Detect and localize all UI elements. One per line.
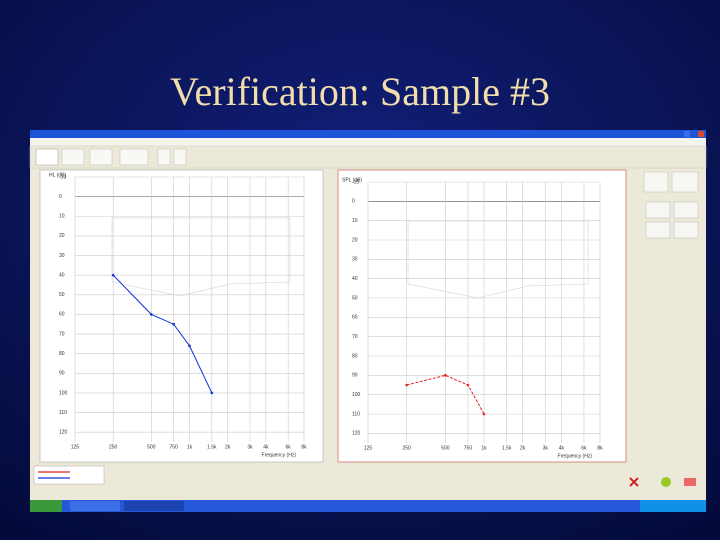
x-tick-label: 1k bbox=[187, 444, 193, 450]
y-tick-label: 90 bbox=[352, 373, 358, 379]
y-tick-label: 30 bbox=[352, 257, 358, 263]
x-tick-label: 3k bbox=[247, 444, 253, 450]
menu-bar bbox=[30, 138, 706, 146]
data-point bbox=[482, 412, 486, 416]
y-tick-label: 100 bbox=[352, 392, 361, 398]
x-tick-label: 500 bbox=[147, 444, 156, 450]
reset-icon[interactable] bbox=[684, 478, 696, 486]
y-tick-label: -10 bbox=[59, 174, 66, 180]
tool-button[interactable] bbox=[173, 148, 187, 166]
y-tick-label: 50 bbox=[59, 292, 65, 298]
side-button[interactable] bbox=[671, 171, 699, 193]
chart-panel bbox=[337, 169, 627, 463]
x-tick-label: 3k bbox=[543, 445, 549, 451]
tool-button[interactable] bbox=[157, 148, 171, 166]
x-tick-label: 4k bbox=[559, 445, 565, 451]
data-line bbox=[406, 374, 485, 415]
y-tick-label: 0 bbox=[352, 199, 355, 205]
data-point bbox=[172, 322, 175, 326]
x-tick-label: 4k bbox=[263, 444, 269, 450]
y-tick-label: 0 bbox=[59, 194, 62, 200]
data-point bbox=[210, 391, 214, 395]
x-tick-label: 250 bbox=[402, 445, 411, 451]
slide-title: Verification: Sample #3 bbox=[170, 69, 550, 114]
x-tick-label: 8k bbox=[597, 445, 603, 451]
task-button[interactable] bbox=[124, 501, 184, 511]
y-tick-label: 20 bbox=[59, 233, 65, 239]
title-bar bbox=[30, 130, 706, 138]
x-tick-label: 1.5k bbox=[207, 444, 217, 450]
y-tick-label: 110 bbox=[352, 411, 360, 417]
start-button[interactable] bbox=[30, 500, 62, 512]
x-tick-label: 2k bbox=[520, 445, 526, 451]
x-tick-label: 6k bbox=[286, 444, 292, 450]
y-tick-label: 70 bbox=[352, 334, 358, 340]
y-tick-label: 90 bbox=[59, 371, 65, 377]
y-tick-label: 30 bbox=[59, 253, 65, 259]
y-tick-label: 100 bbox=[59, 390, 68, 396]
data-point bbox=[405, 383, 408, 387]
y-tick-label: 110 bbox=[59, 410, 67, 416]
data-point bbox=[466, 383, 470, 387]
taskbar bbox=[30, 500, 706, 512]
y-tick-label: 80 bbox=[59, 351, 65, 357]
y-tick-label: 60 bbox=[59, 312, 65, 318]
toolbar bbox=[29, 145, 707, 169]
done-icon[interactable] bbox=[661, 477, 671, 487]
y-tick-label: 50 bbox=[352, 295, 358, 301]
tool-button[interactable] bbox=[61, 148, 85, 166]
cancel-icon[interactable] bbox=[629, 477, 639, 487]
side-button[interactable] bbox=[645, 221, 671, 239]
data-point bbox=[444, 374, 447, 377]
side-button[interactable] bbox=[673, 201, 699, 219]
data-point bbox=[111, 273, 115, 277]
y-tick-label: 10 bbox=[352, 218, 358, 224]
x-tick-label: 1.5k bbox=[502, 445, 512, 451]
x-tick-label: 125 bbox=[364, 445, 373, 451]
y-tick-label: 80 bbox=[352, 353, 358, 359]
x-tick-label: 750 bbox=[169, 444, 178, 450]
x-tick-label: 2k bbox=[225, 444, 231, 450]
x-tick-label: 1k bbox=[481, 445, 487, 451]
x-tick-label: 6k bbox=[581, 445, 587, 451]
chart-panel bbox=[39, 169, 324, 463]
x-tick-label: 8k bbox=[301, 444, 307, 450]
data-point bbox=[150, 313, 153, 316]
x-tick-label: 250 bbox=[109, 444, 118, 450]
y-axis-title: SPL (dB) bbox=[342, 177, 362, 183]
speech-banana bbox=[111, 217, 291, 297]
legend-box bbox=[33, 465, 105, 485]
x-tick-label: 750 bbox=[464, 445, 473, 451]
side-button[interactable] bbox=[643, 171, 669, 193]
y-tick-label: 20 bbox=[352, 237, 358, 243]
y-tick-label: 40 bbox=[59, 272, 65, 278]
tool-button[interactable] bbox=[35, 148, 59, 166]
y-tick-label: 60 bbox=[352, 315, 358, 321]
task-button[interactable] bbox=[70, 501, 120, 511]
side-button[interactable] bbox=[673, 221, 699, 239]
x-axis-title: Frequency (Hz) bbox=[262, 452, 297, 458]
data-point bbox=[188, 344, 191, 348]
y-tick-label: 120 bbox=[59, 430, 68, 436]
y-tick-label: -10 bbox=[352, 179, 359, 185]
tool-button[interactable] bbox=[119, 148, 149, 166]
window-button[interactable] bbox=[684, 131, 690, 137]
x-axis-title: Frequency (Hz) bbox=[558, 453, 593, 459]
side-button[interactable] bbox=[645, 201, 671, 219]
close-button[interactable] bbox=[698, 131, 704, 137]
x-tick-label: 500 bbox=[441, 445, 450, 451]
tool-button[interactable] bbox=[89, 148, 113, 166]
y-tick-label: 10 bbox=[59, 214, 65, 220]
y-axis-title: HL (dB) bbox=[49, 172, 66, 178]
y-tick-label: 120 bbox=[352, 431, 361, 437]
tray bbox=[640, 500, 706, 512]
y-tick-label: 40 bbox=[352, 276, 358, 282]
x-tick-label: 125 bbox=[71, 444, 80, 450]
y-tick-label: 70 bbox=[59, 331, 65, 337]
